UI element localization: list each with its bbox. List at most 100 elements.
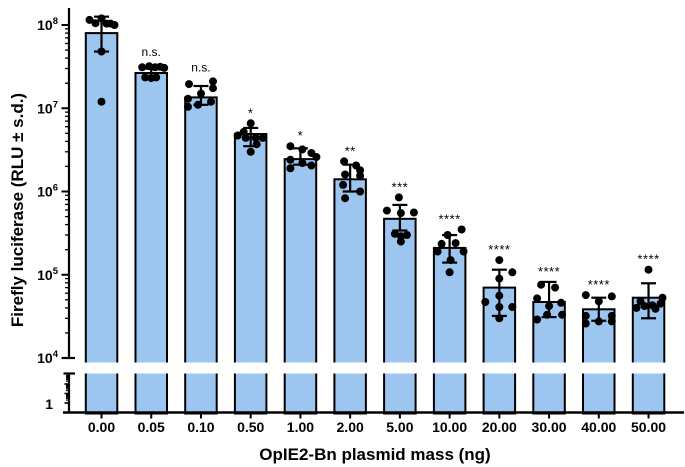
data-point (437, 239, 446, 248)
data-point (644, 265, 653, 274)
data-point (402, 231, 411, 239)
x-tick-label: 2.00 (337, 419, 364, 435)
data-point (252, 140, 261, 149)
x-tick-label: 40.00 (581, 419, 616, 435)
data-point (581, 311, 590, 320)
bars-layer (84, 32, 666, 415)
data-point (184, 102, 192, 111)
significance-label: ** (345, 143, 356, 158)
data-point (443, 231, 452, 239)
data-point (545, 302, 554, 311)
axis-break (61, 362, 685, 374)
data-point (607, 317, 616, 326)
data-point (451, 239, 460, 248)
bar-40.00 (582, 308, 616, 415)
data-point (110, 21, 119, 29)
data-point (246, 147, 255, 156)
data-point (209, 84, 217, 93)
data-point (241, 133, 250, 142)
data-point (339, 180, 348, 189)
data-point (233, 131, 242, 140)
axis-break-band (61, 362, 685, 374)
data-point (194, 100, 202, 109)
significance-labels-layer: n.s.n.s.*************************** (142, 45, 660, 292)
data-point (207, 97, 215, 106)
data-point (632, 303, 641, 312)
data-point (495, 303, 504, 311)
data-point (246, 119, 255, 128)
y-tick-label: 108 (37, 16, 58, 33)
data-point (651, 304, 660, 313)
data-point (184, 94, 192, 103)
data-point (445, 268, 454, 277)
bar-2.00 (333, 178, 367, 415)
data-point (382, 206, 391, 215)
x-tick-label: 1.00 (287, 419, 314, 435)
significance-label: n.s. (191, 60, 210, 74)
significance-label: n.s. (142, 45, 161, 59)
y-axis-title: Firefly luciferase (RLU ± s.d.) (8, 93, 27, 327)
data-point (446, 256, 455, 265)
data-point (481, 298, 490, 306)
significance-label: **** (588, 277, 610, 292)
data-point (97, 47, 106, 56)
data-point (640, 302, 649, 311)
data-point (508, 303, 517, 311)
x-tick-label: 0.50 (237, 419, 264, 435)
data-point (141, 73, 150, 82)
y-tick-label: 107 (37, 99, 58, 116)
data-point (97, 14, 106, 23)
x-tick-label: 50.00 (631, 419, 666, 435)
data-point (251, 133, 260, 142)
bar-0.05 (134, 72, 168, 415)
data-point (581, 291, 590, 300)
significance-label: *** (392, 179, 409, 194)
y-tick-label: 106 (37, 183, 58, 200)
data-point (581, 319, 590, 328)
x-tick-label: 5.00 (386, 419, 413, 435)
data-point (312, 153, 321, 161)
data-point (356, 187, 365, 196)
significance-label: * (298, 128, 304, 143)
data-point (396, 237, 405, 246)
data-points-layer (85, 14, 667, 328)
y-bottom-tick-label: 1 (45, 396, 53, 412)
x-axis-title: OpIE2-Bn plasmid mass (ng) (259, 445, 490, 464)
data-point (258, 133, 267, 142)
data-point (356, 171, 365, 180)
data-point (594, 297, 603, 306)
data-point (298, 145, 307, 154)
y-tick-label: 105 (37, 266, 59, 283)
x-tick-label: 0.05 (138, 419, 165, 435)
data-point (340, 157, 349, 166)
data-point (537, 280, 546, 289)
data-point (341, 194, 350, 203)
significance-label: **** (488, 242, 510, 257)
significance-label: **** (637, 252, 659, 267)
data-point (85, 15, 94, 24)
data-point (558, 310, 567, 319)
data-point (286, 142, 295, 151)
significance-label: **** (538, 264, 560, 279)
y-tick-label: 104 (37, 349, 59, 366)
data-point (160, 63, 169, 72)
data-point (209, 77, 217, 86)
data-point (495, 314, 504, 323)
x-tick-label: 10.00 (432, 419, 467, 435)
bar-5.00 (383, 217, 417, 415)
data-point (495, 256, 504, 265)
data-point (91, 19, 100, 28)
data-point (594, 317, 603, 326)
data-point (533, 315, 542, 324)
data-point (409, 208, 418, 217)
data-point (607, 311, 616, 320)
bar-0.00 (84, 32, 119, 415)
data-point (656, 299, 665, 308)
data-point (185, 80, 193, 89)
significance-label: **** (438, 212, 460, 227)
data-point (396, 209, 405, 218)
data-point (495, 291, 504, 300)
data-point (341, 170, 350, 179)
data-point (607, 292, 616, 301)
